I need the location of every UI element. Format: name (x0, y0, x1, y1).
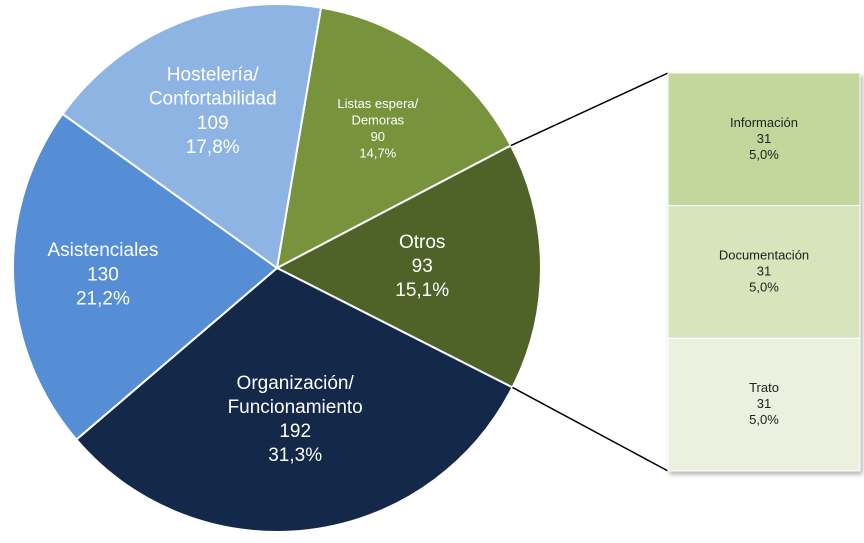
connector (510, 72, 669, 147)
percent-label: 17,8% (186, 137, 240, 158)
value-label: 192 (279, 421, 311, 442)
value-label: 130 (87, 264, 119, 285)
value-label: 31 (757, 263, 771, 278)
value-label: 109 (197, 113, 229, 134)
category-label: Organización/ (237, 373, 355, 394)
value-label: 93 (412, 256, 433, 277)
category-label: Confortabilidad (149, 89, 277, 110)
value-label: 31 (757, 396, 771, 411)
breakdown-bar (667, 72, 861, 472)
bar-segment (667, 337, 861, 472)
bar-segment (667, 72, 861, 207)
bar-segment (667, 205, 861, 339)
pie-slice (74, 266, 514, 533)
value-label: 31 (757, 131, 771, 146)
category-label: Demoras (351, 112, 404, 127)
value-label: 90 (371, 129, 385, 144)
percent-label: 5,0% (749, 279, 779, 294)
percent-label: 14,7% (359, 145, 396, 160)
percent-label: 31,3% (268, 445, 322, 466)
connector (512, 386, 669, 472)
category-label: Otros (399, 232, 445, 253)
category-label: Hostelería/ (167, 65, 260, 86)
category-label: Documentación (719, 247, 809, 262)
percent-label: 5,0% (749, 412, 779, 427)
category-label: Asistenciales (47, 240, 158, 261)
pie-slice (61, 3, 323, 270)
category-label: Listas espera/ (337, 96, 418, 111)
percent-label: 15,1% (395, 280, 449, 301)
percent-label: 21,2% (76, 289, 130, 310)
pie-slice (12, 112, 279, 441)
category-label: Trato (749, 380, 779, 395)
pie-slice (274, 144, 542, 389)
category-label: Funcionamiento (228, 397, 363, 418)
pie-slice (275, 6, 513, 270)
percent-label: 5,0% (749, 147, 779, 162)
category-label: Información (730, 115, 798, 130)
